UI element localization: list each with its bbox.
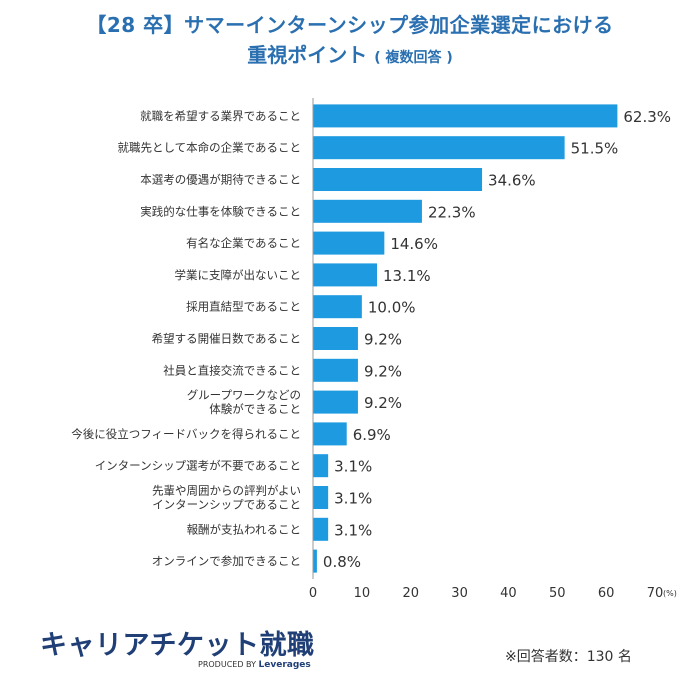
x-axis-unit: (%) xyxy=(663,589,677,598)
bar-7 xyxy=(313,327,358,350)
chart-title-line2: 重視ポイント ( 複数回答 ) xyxy=(0,40,700,73)
bar-11 xyxy=(313,454,329,478)
category-label-12-0: 先輩や周囲からの評判がよい xyxy=(152,484,301,498)
category-label-9-0: グループワークなどの xyxy=(187,388,301,402)
category-label-6: 採用直結型であること xyxy=(186,300,301,314)
category-label-2: 本選考の優遇が期待できること xyxy=(140,173,301,187)
category-label-10: 今後に役立つフィードバックを得られること xyxy=(71,427,301,441)
bar-3 xyxy=(313,199,422,223)
x-tick-label-60: 60 xyxy=(598,586,615,601)
value-label-5: 13.1% xyxy=(383,267,431,285)
produced-by-text: PRODUCED BY xyxy=(198,660,256,669)
chart-title-line1: 【28 卒】サマーインターンシップ参加企業選定における xyxy=(86,13,614,37)
value-label-2: 34.6% xyxy=(488,172,536,190)
bar-8 xyxy=(313,358,358,382)
bar-12 xyxy=(313,486,329,509)
x-tick-label-10: 10 xyxy=(354,586,371,601)
bar-chart: 62.3% 就職を希望する業界であること 51.5% 就職先として本命の企業であること… xyxy=(71,98,677,601)
bar-5 xyxy=(313,263,378,287)
respondents-note: ※回答者数：130 名 xyxy=(505,649,632,665)
x-tick-label-50: 50 xyxy=(549,586,566,601)
chart-title-sub: ( 複数回答 ) xyxy=(374,50,453,66)
value-label-1: 51.5% xyxy=(571,140,619,158)
category-label-11: インターンシップ選考が不要であること xyxy=(95,459,301,473)
category-label-7: 希望する開催日数であること xyxy=(152,332,301,346)
bar-14 xyxy=(313,549,317,573)
category-label-0: 就職を希望する業界であること xyxy=(140,109,301,123)
category-label-5: 学業に支障が出ないこと xyxy=(175,268,302,282)
category-label-9-1: 体験ができること xyxy=(209,402,301,416)
value-label-3: 22.3% xyxy=(428,203,476,221)
x-tick-label-0: 0 xyxy=(309,586,317,601)
category-label-13: 報酬が支払われること xyxy=(187,522,301,536)
x-tick-label-40: 40 xyxy=(500,586,517,601)
x-tick-label-70: 70 xyxy=(647,586,664,601)
category-label-8: 社員と直接交流できること xyxy=(163,363,301,377)
bar-2 xyxy=(313,168,483,191)
value-label-8: 9.2% xyxy=(364,362,402,380)
category-label-3: 実践的な仕事を体験できること xyxy=(140,204,301,218)
bar-1 xyxy=(313,136,565,160)
brand-logo: キャリアチケット就職 xyxy=(40,630,315,661)
bar-4 xyxy=(313,231,385,255)
value-label-13: 3.1% xyxy=(334,521,372,539)
x-tick-label-30: 30 xyxy=(451,586,468,601)
value-label-11: 3.1% xyxy=(334,458,372,476)
category-label-4: 有名な企業であること xyxy=(186,236,301,250)
chart-title-main: 重視ポイント xyxy=(247,43,368,67)
bar-10 xyxy=(313,422,347,446)
brand-produced-by: PRODUCED BY Leverages xyxy=(198,660,311,670)
value-label-10: 6.9% xyxy=(353,426,391,444)
bar-9 xyxy=(313,390,358,414)
value-label-6: 10.0% xyxy=(368,299,416,317)
bar-13 xyxy=(313,517,329,541)
category-label-1: 就職先として本命の企業であること xyxy=(117,141,301,155)
value-label-9: 9.2% xyxy=(364,394,402,412)
value-label-7: 9.2% xyxy=(364,331,402,349)
chart-title: 【28 卒】サマーインターンシップ参加企業選定における 重視ポイント ( 複数回… xyxy=(0,10,700,73)
category-label-12-1: インターンシップであること xyxy=(152,498,301,512)
value-label-12: 3.1% xyxy=(334,490,372,508)
bar-0 xyxy=(313,104,618,128)
company-name: Leverages xyxy=(258,660,311,670)
category-label-14: オンラインで参加できること xyxy=(152,554,301,568)
value-label-0: 62.3% xyxy=(623,108,671,126)
x-tick-label-20: 20 xyxy=(402,586,419,601)
bar-6 xyxy=(313,295,362,319)
value-label-14: 0.8% xyxy=(323,553,361,571)
value-label-4: 14.6% xyxy=(390,235,438,253)
